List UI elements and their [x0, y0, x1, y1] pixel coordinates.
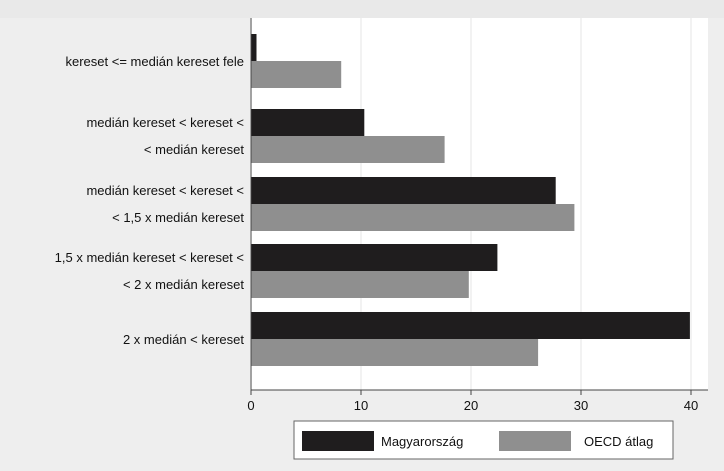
x-axis: 0 10 20 30 40 [247, 18, 708, 413]
x-tick-label: 20 [464, 398, 478, 413]
legend-swatch [499, 431, 571, 451]
x-tick-label: 10 [354, 398, 368, 413]
bar-oecd-atlag [251, 339, 539, 366]
legend: Magyarország OECD átlag [293, 420, 674, 460]
legend-label: Magyarország [381, 434, 463, 449]
category-label: medián kereset < kereset < [86, 115, 244, 130]
x-tick-label: 30 [574, 398, 588, 413]
category-label: medián kereset < kereset < [86, 183, 244, 198]
bar-oecd-atlag [251, 61, 342, 88]
category-label: 1,5 x medián kereset < kereset < [55, 250, 244, 265]
bar-magyarorszag [251, 109, 365, 136]
category-label: < 1,5 x medián kereset [112, 210, 244, 225]
legend-swatch [302, 431, 374, 451]
category-label: 2 x medián < kereset [123, 332, 244, 347]
bar-oecd-atlag [251, 204, 575, 231]
bar-magyarorszag [251, 177, 556, 204]
legend-label: OECD átlag [584, 434, 653, 449]
title-strip [0, 0, 724, 18]
bar-oecd-atlag [251, 271, 469, 298]
category-label: kereset <= medián kereset fele [66, 54, 245, 69]
bars [251, 34, 690, 366]
x-tick-label: 40 [684, 398, 698, 413]
category-label: < 2 x medián kereset [123, 277, 244, 292]
bar-magyarorszag [251, 312, 690, 339]
category-labels: kereset <= medián kereset fele medián ker… [55, 54, 245, 347]
x-tick-label: 0 [247, 398, 254, 413]
bar-magyarorszag [251, 34, 257, 61]
bar-magyarorszag [251, 244, 498, 271]
category-label: < medián kereset [144, 142, 244, 157]
bar-oecd-atlag [251, 136, 445, 163]
